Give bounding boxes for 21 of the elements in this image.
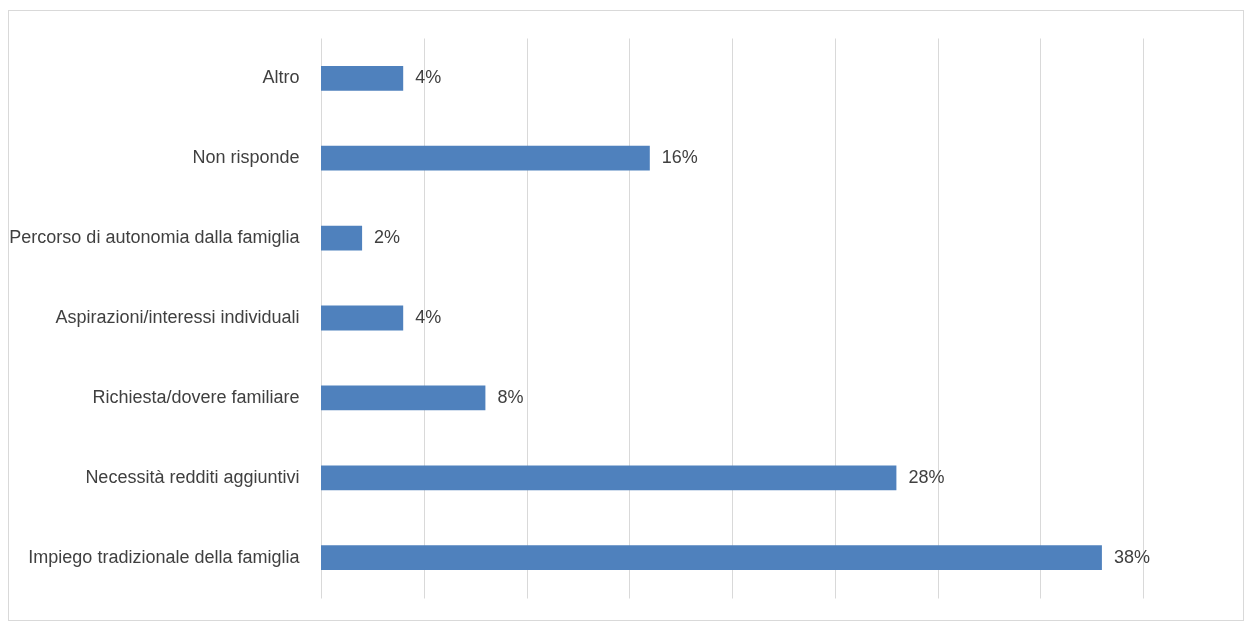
y-tick-label: Necessità redditi aggiuntivi <box>85 466 300 487</box>
data-label: 16% <box>661 147 698 168</box>
y-tick-label: Richiesta/dovere familiare <box>92 386 300 407</box>
y-tick-label: Impiego tradizionale della famiglia <box>28 546 301 567</box>
bar <box>321 65 404 91</box>
bar <box>321 305 404 331</box>
bar <box>321 385 486 411</box>
data-label: 4% <box>415 307 442 327</box>
y-tick-label: Altro <box>262 67 300 88</box>
y-tick-label: Percorso di autonomia dalla famiglia <box>9 227 301 248</box>
y-tick-label: Aspirazioni/interessi individuali <box>55 307 300 327</box>
bar <box>321 145 650 171</box>
data-label: 28% <box>908 466 945 487</box>
bar <box>321 225 363 251</box>
data-label: 4% <box>415 67 442 88</box>
data-label: 2% <box>374 227 401 248</box>
bar <box>321 545 1102 571</box>
bar <box>321 465 897 491</box>
y-tick-label: Non risponde <box>192 147 300 168</box>
data-label: 8% <box>497 386 524 407</box>
data-label: 38% <box>1113 546 1150 567</box>
